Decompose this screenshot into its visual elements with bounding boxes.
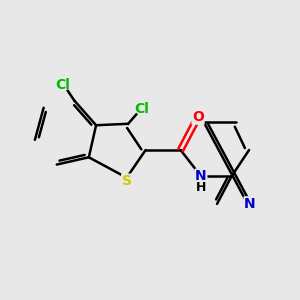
Text: S: S (122, 174, 132, 188)
Text: O: O (192, 110, 204, 124)
Text: N: N (244, 197, 256, 211)
Text: N: N (195, 169, 207, 183)
Text: Cl: Cl (134, 102, 149, 116)
Text: Cl: Cl (56, 78, 70, 92)
Text: H: H (196, 181, 206, 194)
